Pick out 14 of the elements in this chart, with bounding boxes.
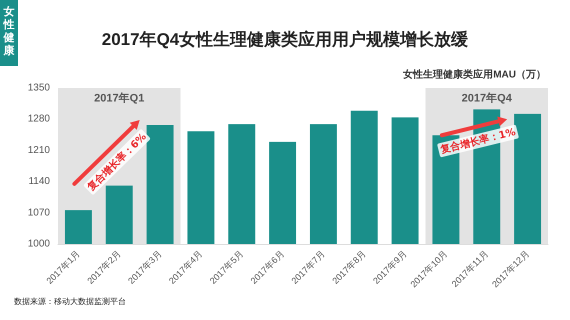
y-tick-label: 1280 bbox=[28, 114, 50, 125]
chart-title: 2017年Q4女性生理健康类应用用户规模增长放缓 bbox=[102, 30, 470, 49]
y-tick-label: 1140 bbox=[28, 176, 50, 188]
y-tick-label: 1070 bbox=[28, 207, 50, 218]
annotation: 复合增长率：1% bbox=[436, 124, 519, 158]
y-tick-label: 1350 bbox=[28, 82, 50, 94]
source-note: 数据来源：移动大数据监测平台 bbox=[14, 296, 126, 307]
y-axis-title: 女性生理健康类应用MAU（万） bbox=[402, 68, 546, 80]
y-tick-label: 1210 bbox=[28, 144, 50, 156]
text: 女性健康 bbox=[2, 5, 16, 57]
band-label: 2017年Q1 bbox=[94, 92, 144, 104]
band-label: 2017年Q4 bbox=[462, 92, 513, 104]
annotation: 复合增长率：6% bbox=[82, 128, 151, 196]
y-tick-label: 1000 bbox=[28, 238, 50, 250]
